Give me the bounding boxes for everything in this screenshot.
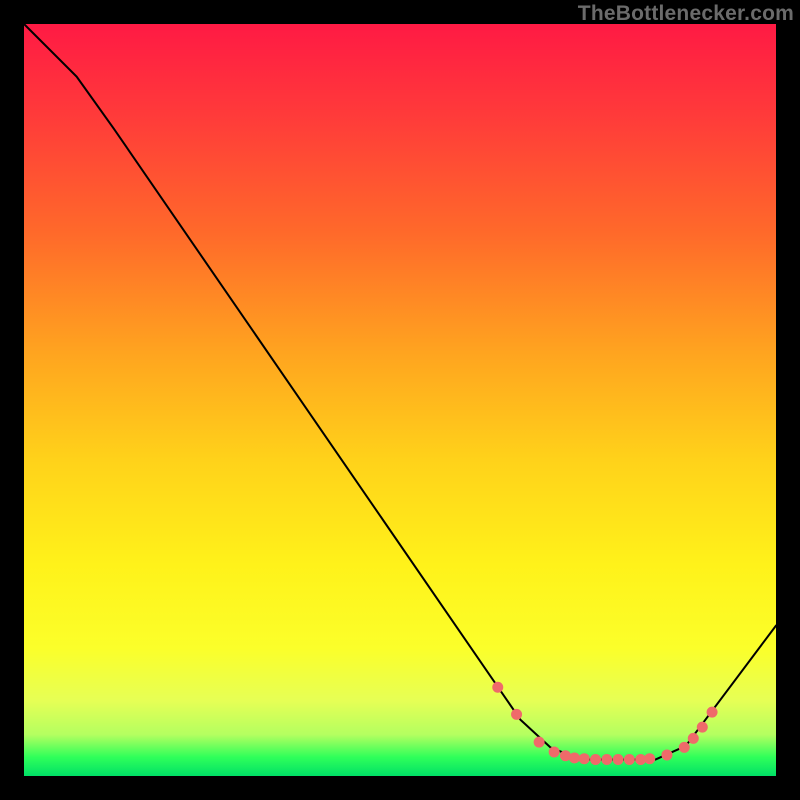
marker-dot [613,754,623,764]
marker-dot [560,751,570,761]
marker-dot [569,753,579,763]
marker-dot [697,722,707,732]
marker-dot [636,754,646,764]
marker-dot [512,709,522,719]
chart-svg [0,0,800,800]
marker-dot [679,742,689,752]
marker-dot [579,754,589,764]
plot-background [24,24,776,776]
marker-dot [624,754,634,764]
marker-dot [534,737,544,747]
marker-dot [688,733,698,743]
watermark-text: TheBottlenecker.com [578,2,794,26]
chart-stage: TheBottlenecker.com [0,0,800,800]
marker-dot [602,754,612,764]
marker-dot [662,750,672,760]
marker-dot [493,682,503,692]
marker-dot [549,747,559,757]
marker-dot [645,754,655,764]
marker-dot [591,754,601,764]
marker-dot [707,707,717,717]
